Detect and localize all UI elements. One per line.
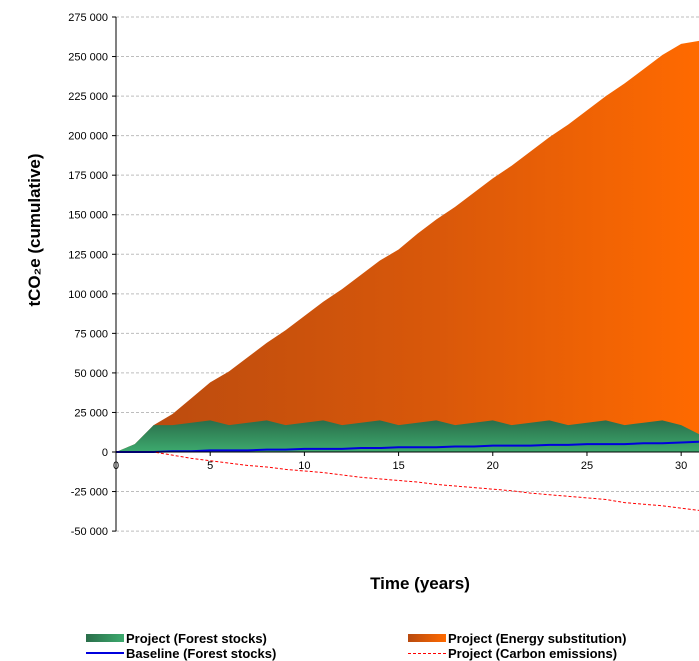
x-tick-label: 15 — [392, 460, 404, 472]
x-tick-label: 10 — [298, 460, 310, 472]
y-tick-label: 100 000 — [68, 289, 108, 301]
y-tick-label: 0 — [102, 447, 108, 459]
x-tick-label: 0 — [113, 460, 119, 472]
y-tick-label: 175 000 — [68, 170, 108, 182]
y-tick-label: 150 000 — [68, 210, 108, 222]
axes — [112, 16, 699, 532]
legend-swatch-carbon-emissions — [408, 652, 446, 654]
legend-swatch-baseline-forest-stocks — [86, 652, 124, 654]
y-tick-label: 75 000 — [74, 328, 108, 340]
y-tick-label: -50 000 — [71, 526, 108, 538]
series-energy-substitution-area — [116, 40, 699, 452]
series-layer — [116, 40, 699, 511]
y-tick-label: 25 000 — [74, 407, 108, 419]
y-tick-label: 250 000 — [68, 52, 108, 64]
y-tick-label: 125 000 — [68, 249, 108, 261]
series-baseline-forest-stocks-line — [116, 440, 699, 453]
y-axis-title: tCO₂e (cumulative) — [25, 153, 44, 306]
x-axis-title: Time (years) — [370, 574, 470, 593]
x-tick-label: 20 — [487, 460, 499, 472]
y-tick-label: 225 000 — [68, 91, 108, 103]
x-tick-label: 5 — [207, 460, 213, 472]
series-carbon-emissions-line — [116, 451, 699, 511]
x-tick-label: 30 — [675, 460, 687, 472]
y-tick-label: 275 000 — [68, 12, 108, 24]
y-tick-label: 200 000 — [68, 131, 108, 143]
y-tick-label: 50 000 — [74, 368, 108, 380]
y-tick-label: -25 000 — [71, 487, 108, 499]
x-tick-label: 25 — [581, 460, 593, 472]
